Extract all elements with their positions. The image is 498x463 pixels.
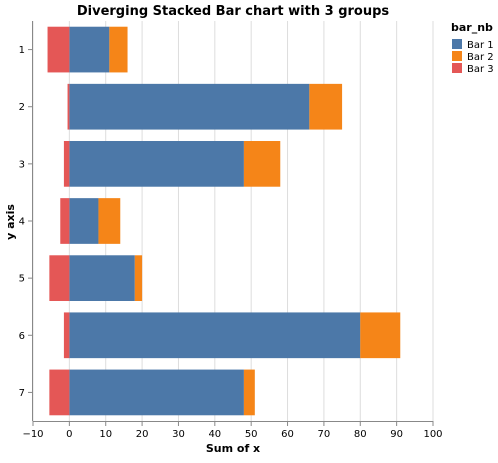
y-tick-label: 3 [19,159,25,170]
x-tick-label: 20 [136,429,149,440]
bar-bar-2-3 [243,141,281,187]
bar-bar-3-1 [47,26,70,73]
bar-bar-3-5 [49,255,70,301]
bar-bar-1-5 [69,255,135,301]
bar-bar-1-7 [69,369,244,416]
y-tick-label: 7 [19,388,25,399]
bar-bar-1-6 [69,312,361,359]
x-axis-title: Sum of x [206,442,260,455]
bar-bar-3-7 [49,369,70,416]
y-tick-label: 5 [19,274,25,285]
axes: −10 0 10 20 30 40 50 60 70 80 90 100 1 2 3 4 5 6 7 [19,21,443,440]
bar-bar-2-4 [98,198,121,244]
bar-bar-2-2 [309,83,343,130]
legend-title: bar_nb [451,21,493,34]
y-tick-label: 4 [19,217,25,228]
x-tick-label: 90 [390,429,403,440]
x-tick-label: 50 [245,429,258,440]
y-tick-label: 6 [19,331,25,342]
x-tick-label: 40 [208,429,221,440]
bar-bar-2-7 [243,369,255,416]
bar-bar-3-2 [67,83,70,130]
bar-bar-2-5 [134,255,143,301]
legend-label: Bar 2 [467,52,494,63]
x-tick-label: 60 [281,429,294,440]
legend-swatch [452,51,462,61]
x-tick-label: 70 [318,429,331,440]
bars [47,26,401,416]
x-tick-label: 80 [354,429,367,440]
x-tick-label: −10 [22,429,43,440]
bar-bar-1-1 [69,26,110,73]
y-tick-label: 2 [19,102,25,113]
bar-bar-3-6 [63,312,70,359]
x-tick-label: 30 [172,429,185,440]
x-tick-label: 100 [423,429,442,440]
chart-title: Diverging Stacked Bar chart with 3 group… [77,4,390,19]
x-tick-label: 10 [99,429,112,440]
legend-label: Bar 1 [467,40,494,51]
bar-bar-3-3 [63,141,70,187]
bar-bar-1-4 [69,198,99,244]
bar-bar-1-3 [69,141,244,187]
x-tick-label: 0 [66,429,72,440]
legend-swatch [452,39,462,49]
bar-bar-3-4 [60,198,70,244]
bar-bar-2-6 [360,312,401,359]
bar-bar-1-2 [69,83,310,130]
legend-label: Bar 3 [467,64,494,75]
legend-swatch [452,63,462,73]
y-axis-title: y axis [4,204,17,240]
bar-bar-2-1 [109,26,128,73]
y-tick-label: 1 [19,45,25,56]
